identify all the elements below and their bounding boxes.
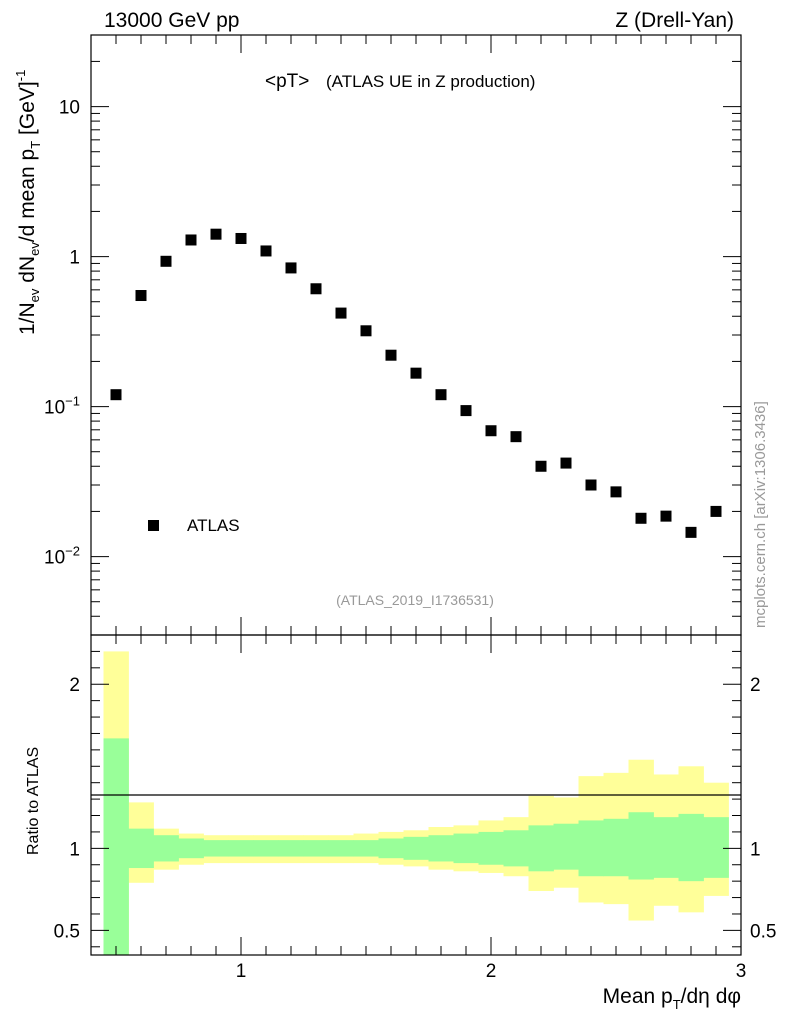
- y-tick-label: 10: [59, 98, 80, 119]
- ratio-y-axis-label: Ratio to ATLAS: [25, 747, 42, 855]
- data-point: [410, 367, 422, 379]
- data-point: [535, 460, 547, 472]
- y-tick-label: 1: [69, 248, 80, 269]
- inner-band-bin: [128, 828, 154, 869]
- data-point: [710, 505, 722, 517]
- data-point: [185, 234, 197, 246]
- data-point: [310, 283, 322, 295]
- inner-band-bin: [653, 817, 679, 878]
- inner-band-bin: [503, 830, 529, 867]
- inner-band-bin: [378, 838, 404, 859]
- inner-band-bin: [178, 838, 204, 859]
- inner-band-bin: [153, 835, 179, 862]
- data-point: [685, 526, 697, 538]
- data-point: [485, 425, 497, 437]
- inner-band-bin: [478, 831, 504, 865]
- y-tick-label: 10−2: [44, 544, 80, 569]
- x-tick-label: 3: [736, 961, 747, 982]
- ratio-y-tick-label-right: 1: [750, 839, 761, 860]
- data-point: [285, 262, 297, 274]
- x-tick-label: 2: [486, 961, 497, 982]
- main-plot-title: <pT> (ATLAS UE in Z production): [265, 71, 535, 92]
- inner-band-bin: [353, 840, 379, 857]
- data-point: [235, 232, 247, 244]
- inner-band-bin: [203, 840, 229, 857]
- inner-band-bin: [228, 840, 254, 857]
- inner-band-bin: [703, 817, 729, 878]
- inner-band-bin: [528, 825, 554, 872]
- main-y-tick-labels: 10 1 10−1 10−2: [44, 98, 80, 569]
- data-point: [110, 389, 122, 401]
- legend-label: ATLAS: [187, 516, 240, 535]
- data-point: [135, 290, 147, 302]
- title-prefix: <pT>: [265, 71, 309, 92]
- data-point: [360, 325, 372, 337]
- data-point: [335, 307, 347, 319]
- inner-band-bin: [453, 833, 479, 864]
- inner-band-bin: [628, 812, 654, 880]
- ratio-y-tick-label-right: 0.5: [750, 921, 776, 942]
- main-plot-frame: [90, 34, 742, 636]
- x-axis-label: Mean pT/dη dφ: [603, 985, 741, 1012]
- inner-band-bin: [303, 840, 329, 857]
- legend-marker: [148, 520, 159, 531]
- data-point: [635, 512, 647, 524]
- analysis-id: (ATLAS_2019_I1736531): [336, 592, 494, 608]
- inner-band-bin: [103, 738, 129, 955]
- main-plot: <pT> (ATLAS UE in Z production) (ATLAS_2…: [13, 34, 769, 636]
- data-point: [160, 255, 172, 267]
- data-point: [385, 349, 397, 361]
- data-point: [460, 405, 472, 417]
- ratio-plot-frame: [90, 634, 742, 956]
- main-axis-ticks: [91, 34, 742, 636]
- data-point: [560, 457, 572, 469]
- x-tick-labels: 1 2 3: [236, 961, 747, 982]
- data-point: [660, 510, 672, 522]
- inner-band-bin: [603, 818, 629, 877]
- inner-band-bin: [578, 820, 604, 877]
- inner-band-bin: [278, 840, 304, 857]
- side-credit: mcplots.cern.ch [arXiv:1306.3436]: [752, 401, 769, 628]
- inner-band-bin: [328, 840, 354, 857]
- ratio-y-tick-label: 0.5: [54, 921, 80, 942]
- title-suffix: (ATLAS UE in Z production): [326, 72, 535, 91]
- ratio-y-tick-labels: 0.5 0.5 1 1 2 2: [54, 675, 777, 942]
- data-point: [510, 431, 522, 443]
- main-y-axis-label: 1/Nev dNev/d mean pT [GeV]-1: [13, 70, 43, 335]
- uncertainty-bands: [103, 651, 729, 955]
- inner-band-bin: [553, 823, 579, 870]
- x-tick-label: 1: [236, 961, 247, 982]
- process-label: Z (Drell-Yan): [615, 9, 734, 32]
- inner-band-bin: [253, 840, 279, 857]
- energy-label: 13000 GeV pp: [104, 9, 239, 32]
- inner-band-bin: [428, 835, 454, 862]
- data-point: [210, 228, 222, 240]
- ratio-y-tick-label: 1: [69, 839, 80, 860]
- ratio-axis-ticks: [91, 634, 742, 955]
- legend: ATLAS: [148, 516, 240, 535]
- data-point: [610, 486, 622, 498]
- inner-band-bin: [403, 836, 429, 860]
- data-point: [260, 245, 272, 257]
- ratio-y-tick-label-right: 2: [750, 675, 761, 696]
- y-tick-label: 10−1: [44, 394, 80, 419]
- ratio-y-tick-label: 2: [69, 675, 80, 696]
- data-point: [435, 389, 447, 401]
- data-point: [585, 479, 597, 491]
- data-markers: [110, 228, 722, 538]
- ratio-plot: 0.5 0.5 1 1 2 2 Ratio to ATLAS: [25, 634, 777, 956]
- inner-band-bin: [678, 813, 704, 882]
